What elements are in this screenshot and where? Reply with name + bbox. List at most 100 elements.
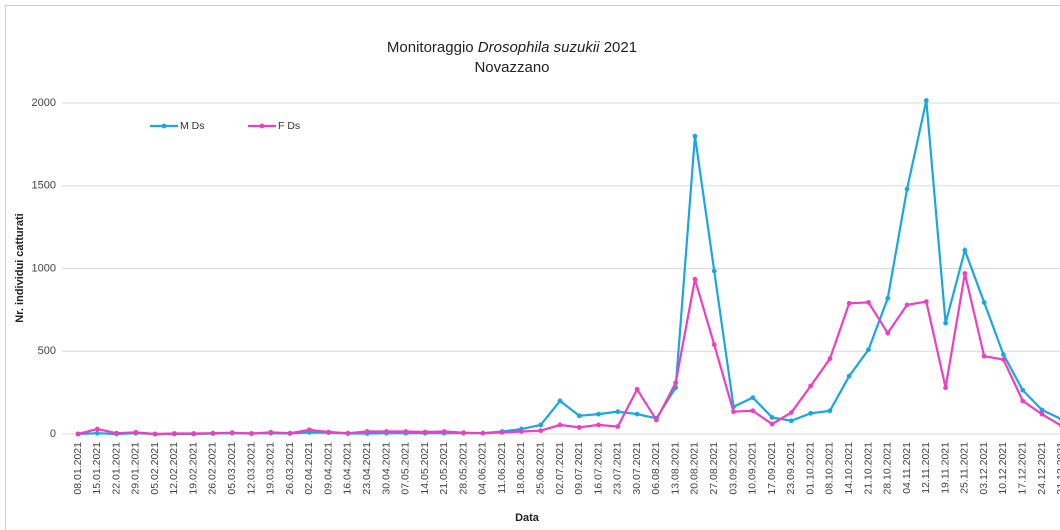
data-point: [1020, 398, 1026, 404]
x-tick-label: 08.10.2021: [824, 442, 836, 495]
y-tick-label: 1500: [32, 180, 56, 192]
data-point: [750, 395, 756, 400]
data-point: [210, 430, 216, 436]
data-point: [538, 422, 544, 428]
data-point: [750, 408, 756, 414]
x-tick-label: 16.04.2021: [342, 442, 354, 495]
data-point: [808, 410, 814, 416]
data-point: [615, 424, 621, 429]
x-tick-label: 21.05.2021: [438, 442, 450, 495]
x-tick-label: 23.09.2021: [785, 442, 797, 495]
x-tick-label: 26.02.2021: [207, 442, 219, 495]
x-tick-label: 04.11.2021: [901, 442, 913, 494]
x-tick-label: 27.08.2021: [708, 442, 720, 495]
series-line: [77, 273, 1060, 436]
data-point: [769, 421, 775, 427]
x-tick-label: 19.11.2021: [939, 442, 951, 494]
data-point: [249, 431, 254, 436]
x-tick-label: 02.04.2021: [303, 442, 315, 495]
data-point: [634, 386, 640, 392]
data-point: [345, 430, 351, 436]
x-tick-label: 08.01.2021: [72, 442, 84, 495]
data-point: [943, 385, 948, 391]
data-point: [1001, 352, 1006, 357]
data-point: [904, 186, 910, 192]
x-tick-label: 28.05.2021: [457, 442, 469, 495]
data-point: [673, 380, 679, 386]
x-tick-label: 03.12.2021: [978, 442, 990, 495]
data-point: [923, 299, 929, 304]
x-tick-label: 25.11.2021: [959, 442, 971, 494]
chart-title: Monitoraggio Drosophila suzukii 2021: [387, 39, 637, 56]
data-point: [229, 430, 235, 436]
x-tick-label: 23.04.2021: [361, 442, 373, 495]
data-point: [788, 410, 794, 415]
title-part: Drosophila suzukii: [478, 39, 600, 56]
x-tick-label: 10.09.2021: [747, 442, 759, 495]
title-part: 2021: [604, 39, 637, 56]
x-tick-label: 19.03.2021: [265, 442, 277, 495]
x-tick-label: 18.06.2021: [515, 442, 527, 495]
x-tick-label: 09.07.2021: [573, 442, 585, 495]
data-point: [557, 398, 563, 404]
x-tick-label: 06.08.2021: [650, 442, 662, 495]
data-point: [306, 427, 312, 433]
data-point: [422, 429, 428, 435]
data-point: [885, 295, 891, 301]
x-tick-label: 26.03.2021: [284, 442, 296, 495]
x-tick-label: 14.05.2021: [419, 442, 431, 495]
data-point: [1039, 411, 1045, 417]
x-tick-label: 09.04.2021: [322, 442, 334, 495]
data-point: [769, 415, 775, 420]
data-point: [827, 408, 833, 414]
data-point: [866, 347, 871, 352]
data-point: [557, 422, 563, 428]
x-tick-label: 29.01.2021: [130, 442, 142, 495]
data-point: [268, 429, 274, 435]
data-point: [94, 426, 100, 432]
x-tick-label: 04.06.2021: [477, 442, 489, 495]
data-point: [711, 342, 717, 348]
data-point: [403, 429, 409, 434]
x-tick-label: 14.10.2021: [843, 442, 855, 495]
data-point: [384, 429, 389, 434]
x-tick-label: 01.10.2021: [804, 442, 816, 495]
data-point: [576, 413, 582, 419]
data-point: [923, 98, 929, 103]
data-point: [499, 429, 505, 435]
x-tick-label: 05.03.2021: [226, 442, 238, 495]
x-tick-label: 12.11.2021: [920, 442, 932, 494]
data-point: [692, 133, 698, 139]
data-point: [634, 411, 640, 417]
x-axis-label: Data: [515, 512, 540, 524]
data-point: [576, 424, 582, 430]
x-tick-label: 21.10.2021: [862, 442, 874, 495]
data-point: [1039, 407, 1045, 413]
legend-marker: [259, 123, 265, 129]
data-point: [519, 429, 524, 434]
data-point: [191, 431, 197, 436]
x-tick-label: 30.07.2021: [631, 442, 643, 495]
data-point: [654, 417, 659, 423]
y-axis-label: Nr. individui catturati: [14, 213, 26, 322]
data-point: [538, 428, 544, 434]
data-point: [615, 409, 621, 415]
title-part: Monitoraggio: [387, 39, 474, 56]
legend-label: F Ds: [278, 120, 300, 132]
data-point: [94, 430, 100, 436]
data-point: [981, 300, 987, 305]
chart-subtitle: Novazzano: [474, 59, 549, 76]
x-tick-label: 25.06.2021: [535, 442, 547, 495]
data-point: [827, 356, 833, 362]
data-point: [788, 418, 794, 424]
data-point: [1001, 357, 1006, 362]
y-tick-label: 1000: [32, 262, 56, 274]
data-point: [962, 271, 968, 276]
data-point: [904, 302, 910, 308]
data-point: [846, 300, 852, 306]
x-tick-label: 28.10.2021: [882, 442, 894, 495]
x-tick-label: 17.09.2021: [766, 442, 778, 495]
x-tick-label: 16.07.2021: [592, 442, 604, 495]
x-tick-label: 12.02.2021: [168, 442, 180, 495]
x-tick-label: 10.12.2021: [997, 442, 1009, 495]
